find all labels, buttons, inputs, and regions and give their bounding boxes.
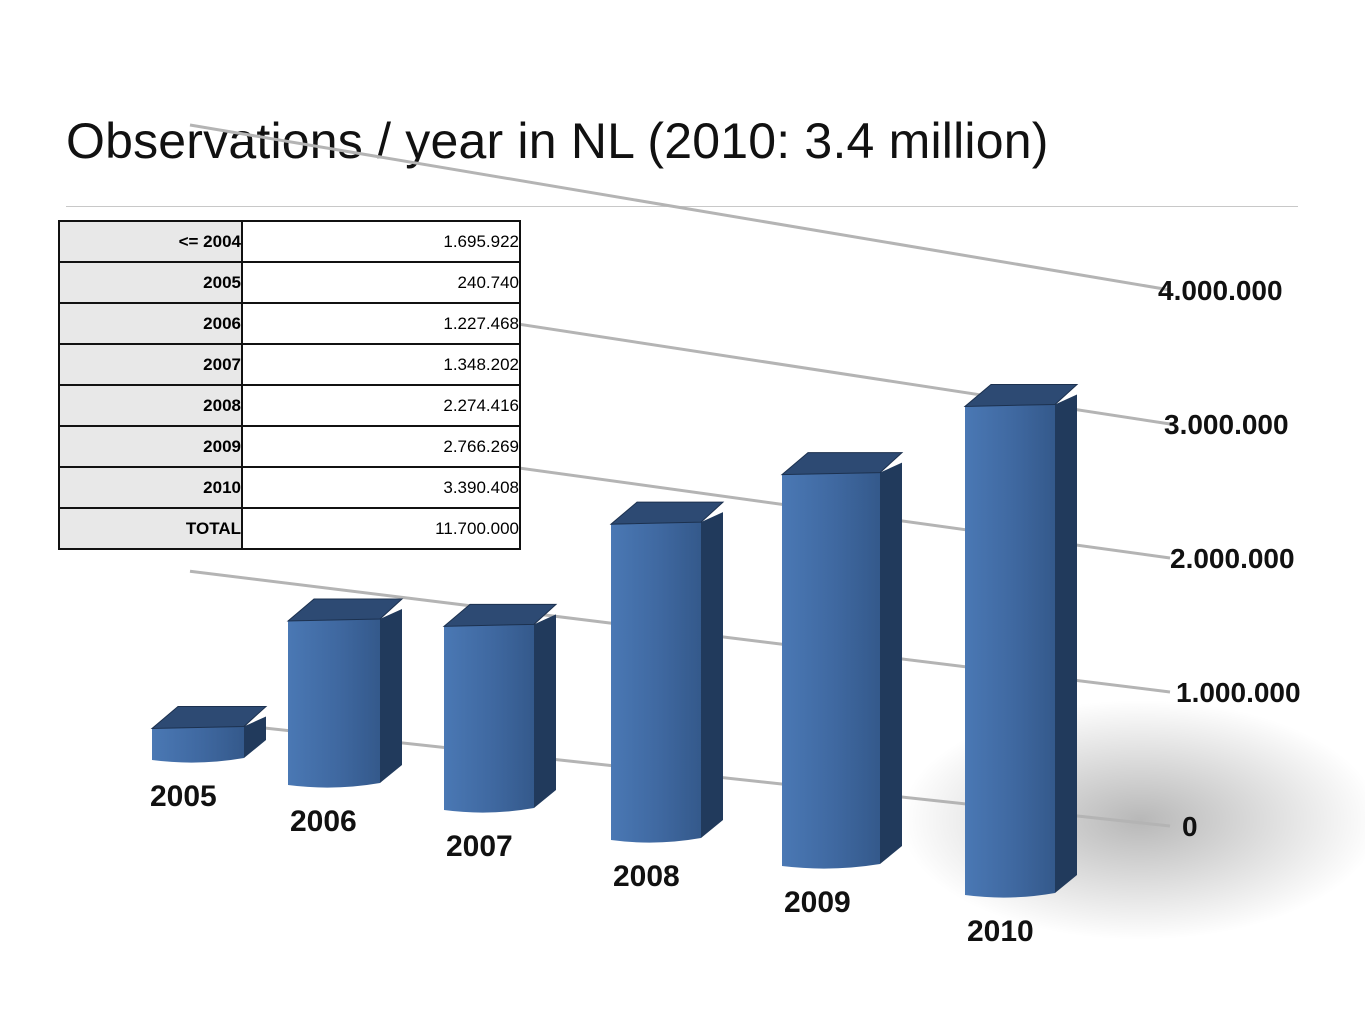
- data-table: <= 2004 1.695.922 2005 240.740 2006 1.227.468…: [58, 220, 521, 550]
- x-tick-label: 2005: [150, 780, 217, 813]
- bar-side-face: [244, 716, 266, 758]
- bar-side-face: [701, 512, 723, 838]
- bar-top-face: [609, 501, 725, 525]
- x-tick-label: 2009: [784, 886, 851, 919]
- table-row: 2008 2.274.416: [58, 384, 521, 427]
- y-tick-label: 1.000.000: [1176, 677, 1301, 708]
- slide-title: Observations / year in NL (2010: 3.4 mil…: [66, 113, 1049, 169]
- axis-labels: 0 1.000.000 2.000.000 3.000.000 4.000.000 200…: [150, 275, 1301, 948]
- bar-side-face: [380, 608, 402, 783]
- table-value-cell: 2.766.269: [241, 425, 521, 468]
- table-year-cell: TOTAL: [58, 507, 243, 550]
- table-year-cell: 2010: [58, 466, 243, 509]
- gridline: [189, 123, 1171, 292]
- y-tick-label: 3.000.000: [1164, 409, 1289, 440]
- bar-front-face: [288, 618, 380, 788]
- bar-front-face: [965, 404, 1055, 898]
- table-value-cell: 240.740: [241, 261, 521, 304]
- bar-side-face: [1055, 394, 1077, 893]
- table-value-cell: 2.274.416: [241, 384, 521, 427]
- table-value-cell: 1.348.202: [241, 343, 521, 386]
- y-tick-label: 4.000.000: [1158, 275, 1283, 306]
- table-year-cell: 2005: [58, 261, 243, 304]
- bar-front-face: [782, 472, 880, 869]
- table-row: TOTAL 11.700.000: [58, 507, 521, 550]
- bar-top-face: [150, 705, 268, 729]
- bar-2010: [963, 383, 1079, 898]
- bar-front-face: [152, 726, 244, 763]
- x-tick-label: 2007: [446, 830, 513, 863]
- table-year-cell: 2007: [58, 343, 243, 386]
- x-tick-label: 2008: [613, 860, 680, 893]
- table-value-cell: 11.700.000: [241, 507, 521, 550]
- bars: [150, 383, 1079, 898]
- table-year-cell: 2006: [58, 302, 243, 345]
- x-tick-label: 2010: [967, 915, 1034, 948]
- table-value-cell: 1.227.468: [241, 302, 521, 345]
- bar-top-face: [780, 452, 904, 476]
- bar-2009: [780, 452, 904, 869]
- table-row: 2010 3.390.408: [58, 466, 521, 509]
- y-tick-label: 2.000.000: [1170, 543, 1295, 574]
- bar-side-face: [880, 462, 902, 864]
- bar-front-face: [444, 624, 534, 813]
- table-year-cell: 2008: [58, 384, 243, 427]
- table-row: <= 2004 1.695.922: [58, 220, 521, 263]
- table-year-cell: <= 2004: [58, 220, 243, 263]
- bar-2007: [442, 603, 558, 813]
- table-value-cell: 1.695.922: [241, 220, 521, 263]
- table-value-cell: 3.390.408: [241, 466, 521, 509]
- table-row: 2005 240.740: [58, 261, 521, 304]
- table-row: 2006 1.227.468: [58, 302, 521, 345]
- bar-2005: [150, 705, 268, 763]
- x-tick-label: 2006: [290, 805, 357, 838]
- table-row: 2007 1.348.202: [58, 343, 521, 386]
- bar-top-face: [963, 383, 1079, 407]
- bar-2008: [609, 501, 725, 843]
- bar-top-face: [286, 598, 404, 622]
- table-row: 2009 2.766.269: [58, 425, 521, 468]
- y-tick-label: 0: [1182, 811, 1198, 842]
- bar-side-face: [534, 614, 556, 808]
- bar-top-face: [442, 603, 558, 627]
- table-year-cell: 2009: [58, 425, 243, 468]
- bar-front-face: [611, 522, 701, 843]
- bar-2006: [286, 598, 404, 788]
